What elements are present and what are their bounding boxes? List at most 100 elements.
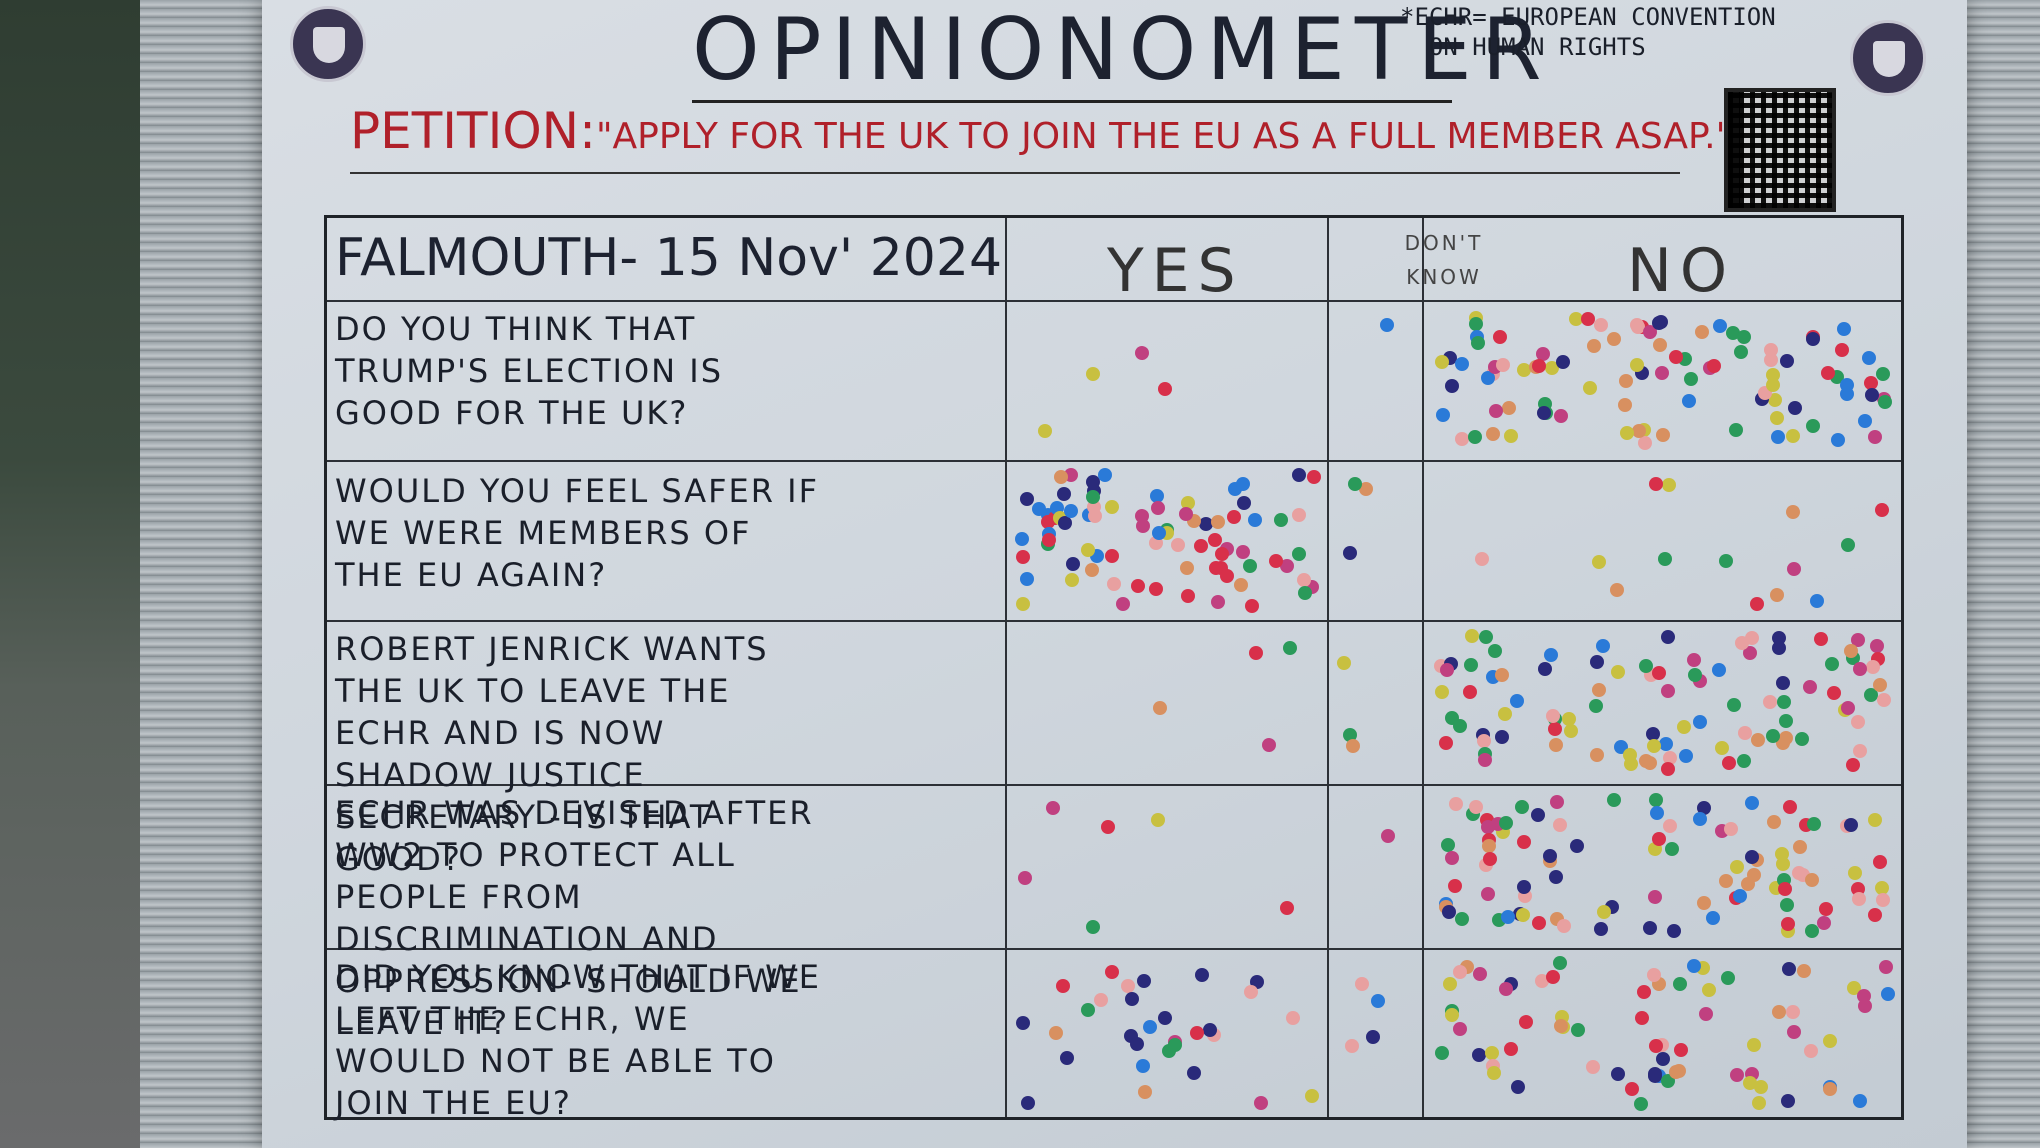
vote-dot — [1481, 371, 1496, 386]
vote-dot — [1754, 1080, 1769, 1095]
vote-dot — [1777, 695, 1792, 710]
vote-dot — [1745, 849, 1760, 864]
vote-dot — [1638, 659, 1653, 674]
background-foliage — [0, 0, 150, 1148]
vote-dot — [1673, 1042, 1688, 1057]
vote-dot — [1807, 816, 1822, 831]
vote-dot — [1536, 405, 1551, 420]
vote-dot — [1656, 427, 1671, 442]
vote-dot — [1210, 594, 1225, 609]
vote-dot — [1647, 1066, 1662, 1081]
vote-dot — [1778, 730, 1793, 745]
vote-dot — [1452, 965, 1467, 980]
vote-dot — [1476, 733, 1491, 748]
vote-dot — [1781, 1094, 1796, 1109]
vote-dot — [1776, 856, 1791, 871]
vote-dot — [1479, 630, 1494, 645]
vote-dot — [1786, 562, 1801, 577]
vote-dot — [1542, 848, 1557, 863]
question-5: DID YOU KNOW THAT IF WE LEFT THE ECHR, W… — [335, 958, 821, 1122]
vote-dot — [1825, 657, 1840, 672]
vote-dot — [1647, 967, 1662, 982]
vote-dot — [1292, 546, 1307, 561]
vote-dot — [1736, 330, 1751, 345]
vote-dot — [1778, 882, 1793, 897]
vote-dot — [1804, 872, 1819, 887]
vote-dot — [1359, 481, 1374, 496]
vote-dot — [1553, 956, 1568, 971]
petition-line: PETITION:"APPLY FOR THE UK TO JOIN THE E… — [350, 96, 1732, 174]
vote-dot — [1499, 816, 1514, 831]
vote-dot — [1556, 354, 1571, 369]
vote-dot — [1345, 739, 1360, 754]
vote-dot — [1734, 345, 1749, 360]
yes-column-header: YES — [1107, 236, 1244, 306]
vote-dot — [1486, 1065, 1501, 1080]
vote-dot — [1443, 977, 1458, 992]
vote-dot — [1669, 1065, 1684, 1080]
vote-dot — [1470, 335, 1485, 350]
vote-dot — [1697, 896, 1712, 911]
vote-dot — [1517, 363, 1532, 378]
vote-dot — [1661, 684, 1676, 699]
vote-dot — [1649, 1039, 1664, 1054]
vote-dot — [1482, 839, 1497, 854]
vote-dot — [1659, 736, 1674, 751]
vote-dot — [1379, 318, 1394, 333]
vote-dot — [1292, 508, 1307, 523]
vote-dot — [1669, 349, 1684, 364]
vote-dot — [1467, 430, 1482, 445]
vote-dot — [1587, 338, 1602, 353]
vote-dot — [1665, 841, 1680, 856]
petition-text: "APPLY FOR THE UK TO JOIN THE EU AS A FU… — [595, 116, 1733, 157]
vote-dot — [1646, 726, 1661, 741]
vote-dot — [1611, 664, 1626, 679]
vote-dot — [1642, 920, 1657, 935]
vote-dot — [1515, 908, 1530, 923]
vote-dot — [1638, 435, 1653, 450]
vote-dot — [1624, 1082, 1639, 1097]
vote-dot — [1693, 812, 1708, 827]
vote-dot — [1306, 469, 1321, 484]
vote-dot — [1348, 477, 1363, 492]
vote-dot — [1465, 628, 1480, 643]
petition-label: PETITION: — [350, 102, 596, 160]
vote-dot — [1730, 859, 1745, 874]
vote-dot — [1532, 359, 1547, 374]
vote-dot — [1684, 372, 1699, 387]
vote-dot — [1475, 552, 1490, 567]
vote-dot — [1686, 958, 1701, 973]
vote-dot — [1283, 641, 1298, 656]
vote-dot — [1805, 419, 1820, 434]
vote-dot — [1730, 1068, 1745, 1083]
vote-dot — [1472, 1047, 1487, 1062]
vote-dot — [1772, 1004, 1787, 1019]
row-divider — [327, 948, 1901, 950]
vote-dot — [1181, 588, 1196, 603]
vote-dot — [1510, 1079, 1525, 1094]
vote-dot — [1720, 971, 1735, 986]
vote-dot — [1209, 560, 1224, 575]
vote-dot — [1631, 424, 1646, 439]
vote-dot — [1724, 822, 1739, 837]
vote-dot — [1874, 502, 1889, 517]
vote-dot — [1244, 598, 1259, 613]
vote-dot — [1867, 430, 1882, 445]
vote-dot — [1215, 546, 1230, 561]
vote-dot — [1848, 865, 1863, 880]
vote-dot — [1279, 559, 1294, 574]
vote-dot — [1725, 325, 1740, 340]
vote-dot — [1823, 1033, 1838, 1048]
vote-dot — [1152, 700, 1167, 715]
vote-dot — [1279, 900, 1294, 915]
vote-dot — [1440, 838, 1455, 853]
vote-dot — [1105, 500, 1120, 515]
vote-dot — [1045, 800, 1060, 815]
vote-dot — [1055, 979, 1070, 994]
vote-dot — [1672, 976, 1687, 991]
vote-dot — [1737, 726, 1752, 741]
vote-dot — [1487, 643, 1502, 658]
vote-dot — [1678, 748, 1693, 763]
vote-dot — [1696, 801, 1711, 816]
vote-dot — [1503, 1041, 1518, 1056]
